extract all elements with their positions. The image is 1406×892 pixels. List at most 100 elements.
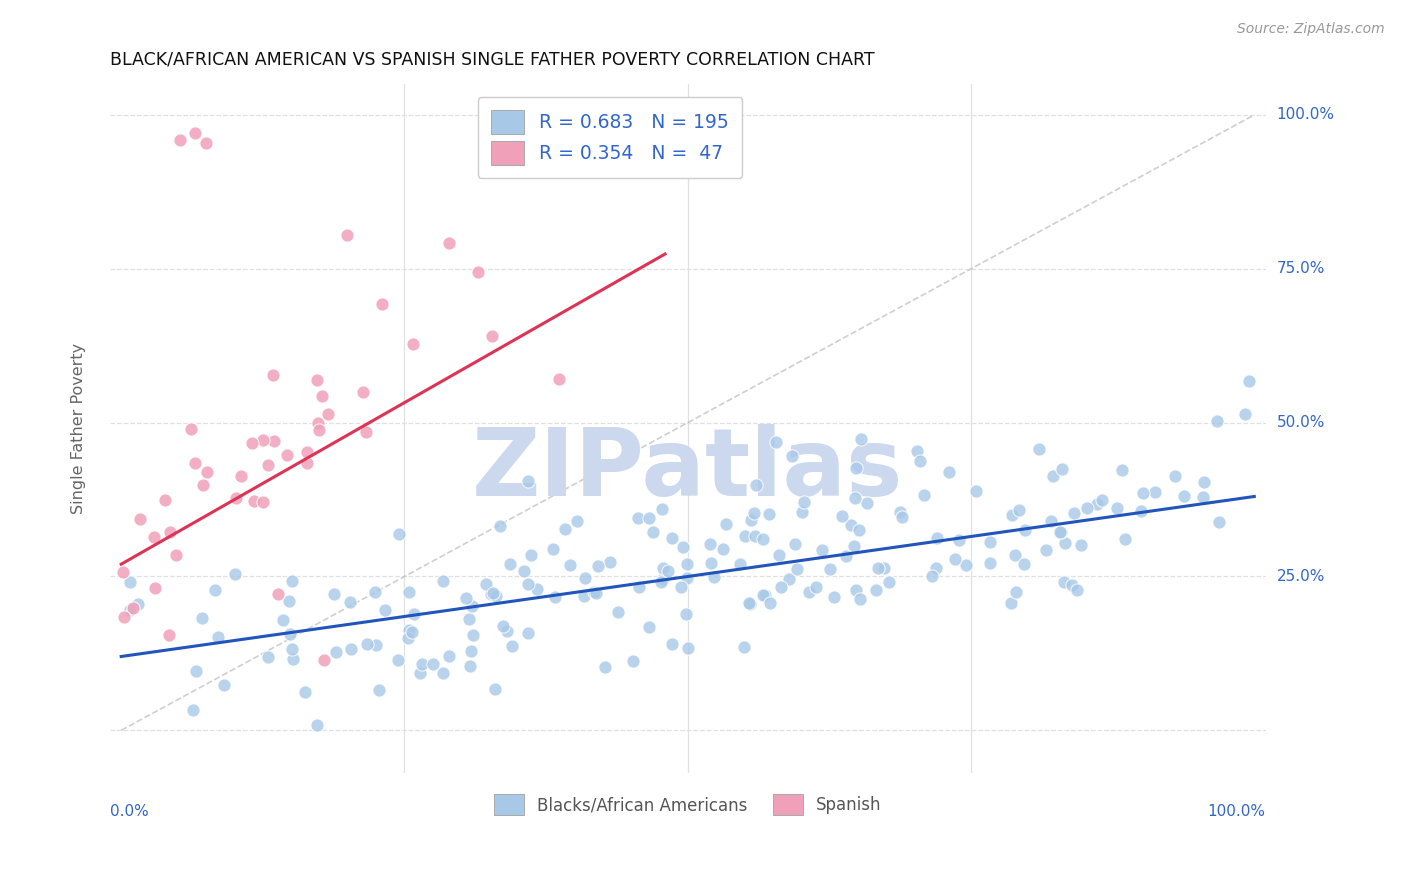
- Point: [714, 516, 737, 531]
- Point: [1042, 468, 1064, 483]
- Point: [454, 591, 477, 606]
- Point: [979, 556, 1001, 570]
- Point: [560, 558, 582, 572]
- Point: [374, 602, 396, 616]
- Point: [845, 460, 868, 475]
- Point: [1008, 503, 1031, 517]
- Point: [112, 610, 135, 624]
- Point: [586, 558, 609, 573]
- Point: [1052, 461, 1074, 475]
- Point: [866, 560, 889, 574]
- Point: [305, 718, 328, 732]
- Point: [402, 607, 425, 621]
- Point: [1143, 485, 1166, 500]
- Point: [793, 495, 815, 509]
- Point: [1060, 577, 1083, 591]
- Point: [484, 681, 506, 696]
- Point: [422, 657, 444, 672]
- Point: [905, 444, 928, 458]
- Point: [548, 372, 571, 386]
- Point: [398, 623, 420, 637]
- Point: [295, 445, 318, 459]
- Point: [281, 574, 304, 589]
- Point: [169, 132, 191, 146]
- Point: [517, 625, 540, 640]
- Point: [311, 389, 333, 403]
- Point: [481, 587, 503, 601]
- Point: [623, 654, 645, 668]
- Point: [1194, 475, 1216, 489]
- Point: [1105, 500, 1128, 515]
- Point: [437, 236, 460, 251]
- Point: [184, 665, 207, 679]
- Point: [541, 541, 564, 556]
- Point: [308, 423, 330, 437]
- Point: [485, 589, 508, 603]
- Point: [432, 666, 454, 681]
- Point: [912, 488, 935, 502]
- Point: [314, 653, 336, 667]
- Point: [437, 649, 460, 664]
- Point: [120, 603, 142, 617]
- Point: [501, 640, 523, 654]
- Point: [153, 493, 176, 508]
- Point: [461, 599, 484, 613]
- Point: [339, 642, 361, 657]
- Point: [316, 407, 339, 421]
- Point: [751, 588, 773, 602]
- Point: [877, 574, 900, 589]
- Point: [700, 556, 723, 570]
- Text: Source: ZipAtlas.com: Source: ZipAtlas.com: [1237, 22, 1385, 37]
- Point: [281, 641, 304, 656]
- Point: [738, 596, 761, 610]
- Point: [526, 582, 548, 596]
- Point: [517, 474, 540, 488]
- Point: [1040, 514, 1063, 528]
- Point: [339, 595, 361, 609]
- Point: [356, 637, 378, 651]
- Point: [938, 466, 960, 480]
- Point: [650, 501, 672, 516]
- Point: [401, 337, 423, 351]
- Point: [513, 564, 536, 578]
- Point: [262, 368, 284, 383]
- Point: [142, 530, 165, 544]
- Point: [1066, 583, 1088, 598]
- Legend: Blacks/African Americans, Spanish: Blacks/African Americans, Spanish: [485, 786, 890, 823]
- Point: [672, 540, 695, 554]
- Point: [845, 583, 868, 598]
- Point: [948, 533, 970, 548]
- Point: [865, 582, 887, 597]
- Point: [831, 509, 853, 524]
- Point: [770, 581, 793, 595]
- Point: [492, 619, 515, 633]
- Point: [432, 574, 454, 588]
- Point: [242, 494, 264, 508]
- Point: [925, 561, 948, 575]
- Text: 0.0%: 0.0%: [110, 804, 149, 819]
- Point: [263, 434, 285, 448]
- Point: [1005, 585, 1028, 599]
- Point: [921, 568, 943, 582]
- Point: [1053, 536, 1076, 550]
- Point: [257, 650, 280, 665]
- Point: [844, 491, 866, 505]
- Point: [873, 561, 896, 575]
- Point: [354, 425, 377, 440]
- Point: [651, 561, 673, 575]
- Text: ZIPatlas: ZIPatlas: [472, 424, 904, 516]
- Point: [458, 612, 481, 626]
- Point: [1173, 489, 1195, 503]
- Point: [1014, 523, 1036, 537]
- Point: [567, 514, 589, 528]
- Point: [965, 483, 987, 498]
- Point: [195, 136, 218, 150]
- Point: [783, 537, 806, 551]
- Point: [257, 458, 280, 472]
- Point: [1164, 469, 1187, 483]
- Point: [754, 588, 776, 602]
- Point: [1028, 442, 1050, 456]
- Point: [849, 591, 872, 606]
- Point: [1085, 498, 1108, 512]
- Point: [669, 580, 692, 594]
